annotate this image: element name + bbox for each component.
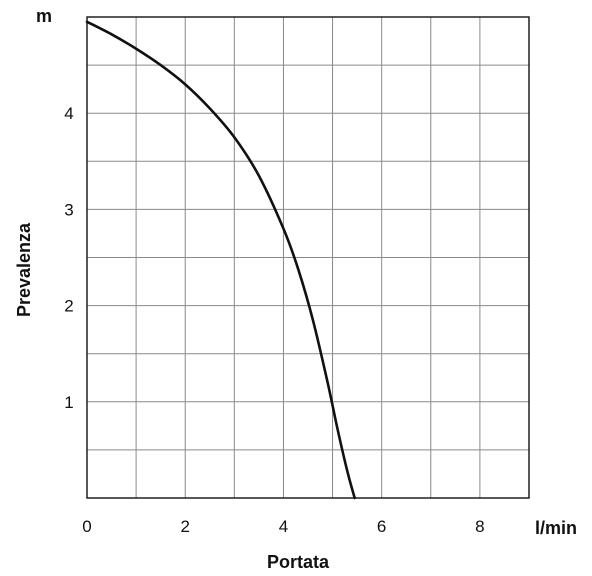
y-tick-label: 4 xyxy=(64,104,73,123)
tick-labels: 0 2 4 6 8 1 2 3 4 xyxy=(64,104,484,536)
x-tick-label: 8 xyxy=(475,517,484,536)
x-tick-label: 0 xyxy=(82,517,91,536)
series-layer xyxy=(85,20,356,500)
grid xyxy=(87,17,529,498)
y-tick-label: 1 xyxy=(64,393,73,412)
x-tick-label: 6 xyxy=(377,517,386,536)
y-tick-label: 3 xyxy=(64,200,73,219)
x-tick-label: 4 xyxy=(279,517,288,536)
pump-curve-line xyxy=(85,20,356,500)
plot-frame xyxy=(86,16,530,499)
y-tick-label: 2 xyxy=(64,297,73,316)
x-axis-title: Portata xyxy=(267,552,330,572)
y-unit-label: m xyxy=(36,6,52,26)
x-unit-label: l/min xyxy=(535,518,577,538)
x-tick-label: 2 xyxy=(180,517,189,536)
y-axis-title: Prevalenza xyxy=(14,222,34,317)
